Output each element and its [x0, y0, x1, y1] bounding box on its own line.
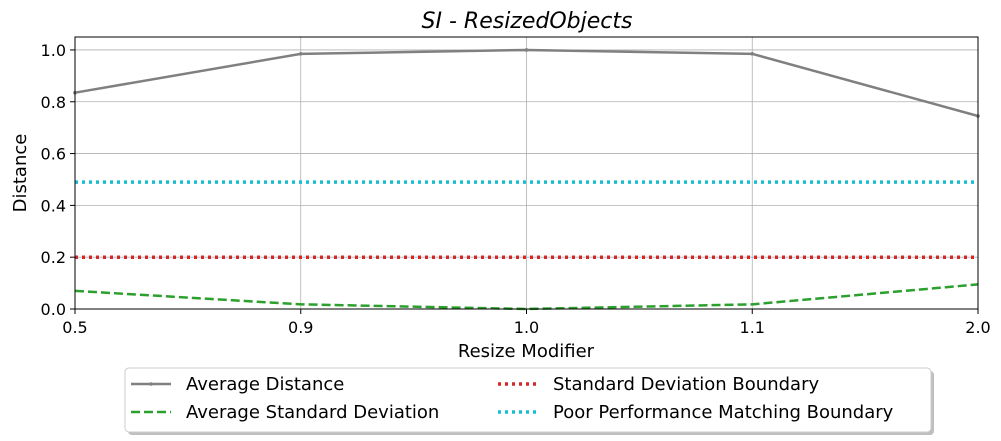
series-line-1	[74, 283, 979, 311]
x-tick-label: 0.9	[288, 318, 313, 337]
y-tick-label: 1.0	[41, 41, 66, 60]
y-tick-label: 0.0	[41, 300, 66, 319]
legend-label-1: Average Standard Deviation	[186, 402, 439, 423]
y-tick-label: 0.4	[41, 196, 66, 215]
legend: Average Distance Average Standard Deviati…	[124, 367, 934, 435]
series-point	[524, 48, 529, 52]
series-layer	[73, 48, 980, 311]
ticks: 0.5 0.9 1.0 1.1 2.0 0.0 0.2 0.4 0.6 0.8 1.0	[41, 41, 991, 337]
legend-marker	[149, 382, 153, 386]
legend-label-0: Average Distance	[186, 374, 344, 395]
legend-label-3: Poor Performance Matching Boundary	[553, 402, 894, 423]
x-tick-label: 1.0	[514, 318, 539, 337]
y-tick-label: 0.8	[41, 93, 66, 112]
y-tick-label: 0.6	[41, 145, 66, 164]
y-tick-label: 0.2	[41, 248, 66, 267]
legend-label-2: Standard Deviation Boundary	[553, 374, 819, 395]
y-axis-title: Distance	[10, 134, 31, 213]
x-tick-label: 1.1	[740, 318, 765, 337]
series-point	[750, 52, 755, 56]
x-tick-label: 0.5	[62, 318, 87, 337]
legend-box	[124, 367, 932, 433]
x-tick-label: 2.0	[965, 318, 990, 337]
chart-title: SI - ResizedObjects	[422, 9, 633, 34]
x-axis-title: Resize Modifier	[458, 341, 595, 362]
series-point	[298, 52, 303, 56]
